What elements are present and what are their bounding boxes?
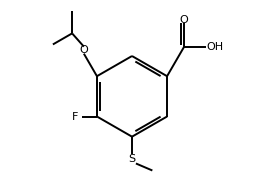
Text: S: S bbox=[129, 154, 135, 164]
Text: O: O bbox=[180, 15, 188, 25]
Text: F: F bbox=[72, 112, 79, 121]
Text: OH: OH bbox=[206, 42, 223, 52]
Text: O: O bbox=[79, 45, 88, 55]
